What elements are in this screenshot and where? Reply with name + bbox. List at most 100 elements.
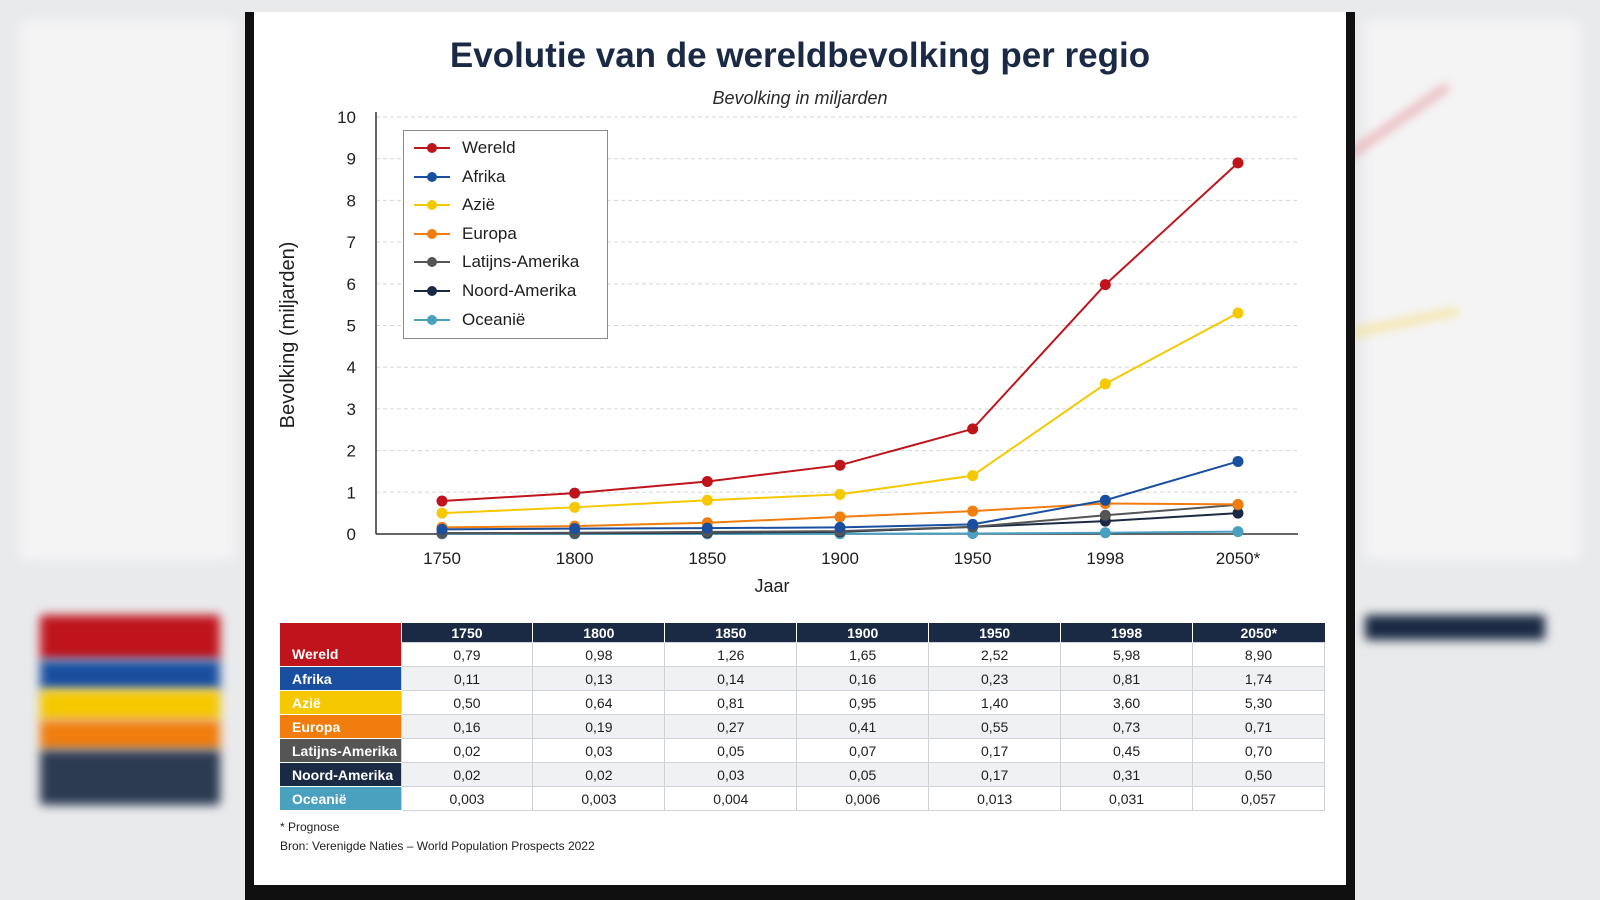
x-tick-label: 1850 bbox=[688, 549, 726, 568]
y-tick-label: 1 bbox=[347, 483, 356, 502]
data-point bbox=[1099, 378, 1111, 390]
table-cell: 0,71 bbox=[1192, 714, 1325, 739]
table-cell: 1,40 bbox=[928, 690, 1062, 715]
blurred-strip bbox=[40, 750, 220, 805]
data-point bbox=[834, 511, 846, 523]
data-point bbox=[1232, 498, 1244, 510]
table-cell: 0,03 bbox=[532, 738, 666, 763]
y-tick-label: 7 bbox=[347, 233, 356, 252]
legend-item: Europa bbox=[404, 224, 517, 244]
series-wereld bbox=[436, 157, 1244, 507]
column-header: 1998 bbox=[1060, 623, 1193, 643]
blurred-strip bbox=[40, 615, 220, 660]
column-header: 1900 bbox=[796, 623, 929, 643]
x-tick-label: 1750 bbox=[423, 549, 461, 568]
y-tick-label: 4 bbox=[347, 358, 356, 377]
table-cell: 0,81 bbox=[664, 690, 798, 715]
table-cell: 0,02 bbox=[532, 762, 666, 787]
legend-swatch bbox=[414, 252, 450, 272]
row-label: Europa bbox=[280, 714, 401, 739]
data-point bbox=[1232, 526, 1244, 538]
legend-swatch bbox=[414, 281, 450, 301]
table-cell: 5,98 bbox=[1060, 642, 1194, 667]
data-point bbox=[834, 459, 846, 471]
column-header: 1800 bbox=[532, 623, 665, 643]
blurred-strip bbox=[40, 660, 220, 690]
table-cell: 0,006 bbox=[796, 786, 930, 811]
row-label: Afrika bbox=[280, 666, 401, 691]
row-label: Latijns-Amerika bbox=[280, 738, 401, 763]
legend-item: Latijns-Amerika bbox=[404, 252, 579, 272]
y-axis-label: Bevolking (miljarden) bbox=[277, 242, 299, 429]
infographic-card: Evolutie van de wereldbevolking per regi… bbox=[254, 12, 1346, 885]
table-cell: 0,03 bbox=[664, 762, 798, 787]
table-cell: 0,17 bbox=[928, 762, 1062, 787]
legend-swatch bbox=[414, 167, 450, 187]
legend-swatch bbox=[414, 224, 450, 244]
blurred-panel-left bbox=[20, 20, 235, 560]
table-cell: 0,64 bbox=[532, 690, 666, 715]
data-point bbox=[569, 501, 581, 513]
chart-subtitle: Bevolking in miljarden bbox=[712, 88, 888, 108]
data-table: 1750 1800 1850 1900 1950 1998 2050* Wereld 0,79… bbox=[280, 623, 1325, 811]
table-cell: 0,41 bbox=[796, 714, 930, 739]
x-axis-label: Jaar bbox=[754, 576, 789, 596]
data-point bbox=[1232, 157, 1244, 169]
data-point bbox=[967, 470, 979, 482]
legend-swatch bbox=[414, 195, 450, 215]
blurred-strip bbox=[40, 690, 220, 720]
row-label: Oceanië bbox=[280, 786, 401, 811]
table-cell: 0,16 bbox=[400, 714, 534, 739]
y-tick-label: 3 bbox=[347, 400, 356, 419]
x-tick-label: 1998 bbox=[1086, 549, 1124, 568]
series-azi- bbox=[436, 307, 1244, 519]
table-cell: 0,013 bbox=[928, 786, 1062, 811]
table-cell: 0,95 bbox=[796, 690, 930, 715]
table-cell: 0,23 bbox=[928, 666, 1062, 691]
y-tick-label: 9 bbox=[347, 150, 356, 169]
table-cell: 0,81 bbox=[1060, 666, 1194, 691]
table-corner bbox=[280, 623, 401, 643]
table-cell: 3,60 bbox=[1060, 690, 1194, 715]
table-cell: 0,50 bbox=[400, 690, 534, 715]
row-label: Azië bbox=[280, 690, 401, 715]
table-cell: 0,11 bbox=[400, 666, 534, 691]
table-cell: 2,52 bbox=[928, 642, 1062, 667]
blurred-strip bbox=[1365, 615, 1545, 640]
axis-labels: 0 1 2 3 4 5 6 7 8 9 10 1750 1800 1850 1900 1950 1998 2050… bbox=[277, 108, 1261, 596]
series-afrika bbox=[436, 455, 1244, 535]
series-line bbox=[441, 312, 1239, 515]
data-point bbox=[1232, 455, 1244, 467]
table-cell: 0,55 bbox=[928, 714, 1062, 739]
legend-swatch bbox=[414, 310, 450, 330]
chart-legend: Wereld Afrika Azië Europa Latijns-Amerika Noo… bbox=[403, 130, 608, 339]
column-header: 1750 bbox=[400, 623, 533, 643]
legend-label: Azië bbox=[462, 195, 496, 215]
legend-label: Oceanië bbox=[462, 309, 526, 329]
table-cell: 0,31 bbox=[1060, 762, 1194, 787]
data-point bbox=[436, 523, 448, 535]
series-layer bbox=[436, 157, 1244, 540]
table-cell: 0,13 bbox=[532, 666, 666, 691]
table-cell: 0,45 bbox=[1060, 738, 1194, 763]
table-row: Noord-Amerika 0,02 0,02 0,03 0,05 0,17 0,31 0,5… bbox=[280, 762, 1325, 787]
table-row: Wereld 0,79 0,98 1,26 1,65 2,52 5,98 8,90 bbox=[280, 642, 1325, 667]
row-label: Wereld bbox=[280, 642, 401, 667]
data-point bbox=[967, 505, 979, 517]
table-cell: 0,05 bbox=[796, 762, 930, 787]
y-tick-label: 6 bbox=[347, 275, 356, 294]
legend-item: Oceanië bbox=[404, 310, 525, 330]
footnote-prognose: * Prognose bbox=[280, 820, 340, 834]
table-cell: 0,19 bbox=[532, 714, 666, 739]
table-cell: 0,02 bbox=[400, 762, 534, 787]
line-chart: 0 1 2 3 4 5 6 7 8 9 10 1750 1800 1850 1900 1950 1998 2050… bbox=[277, 108, 1298, 596]
column-header: 1850 bbox=[664, 623, 797, 643]
data-point bbox=[1099, 527, 1111, 539]
x-tick-label: 1900 bbox=[821, 549, 859, 568]
legend-label: Latijns-Amerika bbox=[462, 252, 580, 272]
legend-item: Wereld bbox=[404, 138, 516, 158]
table-cell: 0,16 bbox=[796, 666, 930, 691]
table-row: Europa 0,16 0,19 0,27 0,41 0,55 0,73 0,71 bbox=[280, 714, 1325, 739]
table-cell: 1,26 bbox=[664, 642, 798, 667]
